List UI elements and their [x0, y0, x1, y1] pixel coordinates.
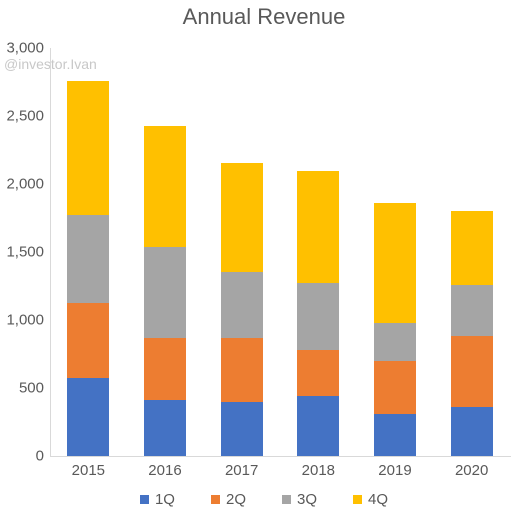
bar-segment [374, 203, 416, 323]
legend-swatch [140, 495, 149, 504]
bar-segment [221, 272, 263, 338]
legend-item: 3Q [282, 491, 317, 508]
bar-segment [144, 126, 186, 247]
bar-segment [144, 247, 186, 338]
bar-segment [297, 171, 339, 283]
bar-segment [451, 407, 493, 456]
bar-segment [221, 338, 263, 401]
bar-segment [67, 378, 109, 456]
legend: 1Q 2Q 3Q 4Q [0, 490, 528, 508]
legend-label: 2Q [226, 491, 246, 508]
legend-item: 2Q [211, 491, 246, 508]
y-tick-label: 1,000 [0, 312, 44, 329]
bar-segment [374, 361, 416, 414]
bar-segment [144, 338, 186, 401]
bar-segment [374, 323, 416, 361]
bar-segment [297, 283, 339, 350]
bar-segment [297, 350, 339, 396]
bar-segment [451, 211, 493, 285]
x-category-label: 2015 [50, 462, 127, 479]
bar-segment [451, 285, 493, 337]
y-tick-label: 1,500 [0, 244, 44, 261]
bar-segment [67, 81, 109, 215]
y-tick-label: 500 [0, 380, 44, 397]
bar-segment [221, 402, 263, 456]
legend-item: 1Q [140, 491, 175, 508]
x-category-label: 2019 [357, 462, 434, 479]
x-category-label: 2018 [280, 462, 357, 479]
legend-swatch [211, 495, 220, 504]
x-category-label: 2016 [127, 462, 204, 479]
bar-segment [221, 163, 263, 272]
x-category-label: 2020 [433, 462, 510, 479]
legend-label: 3Q [297, 491, 317, 508]
plot-area [50, 48, 511, 457]
y-tick-label: 0 [0, 448, 44, 465]
bar-segment [451, 336, 493, 407]
y-tick-label: 2,500 [0, 108, 44, 125]
legend-swatch [282, 495, 291, 504]
y-tick-label: 2,000 [0, 176, 44, 193]
legend-label: 1Q [155, 491, 175, 508]
legend-swatch [353, 495, 362, 504]
legend-label: 4Q [368, 491, 388, 508]
chart-title: Annual Revenue [0, 4, 528, 30]
bar-segment [297, 396, 339, 456]
bar-segment [144, 400, 186, 456]
x-category-label: 2017 [203, 462, 280, 479]
legend-item: 4Q [353, 491, 388, 508]
y-tick-label: 3,000 [0, 40, 44, 57]
bar-segment [67, 215, 109, 303]
bar-segment [67, 303, 109, 378]
bar-segment [374, 414, 416, 456]
